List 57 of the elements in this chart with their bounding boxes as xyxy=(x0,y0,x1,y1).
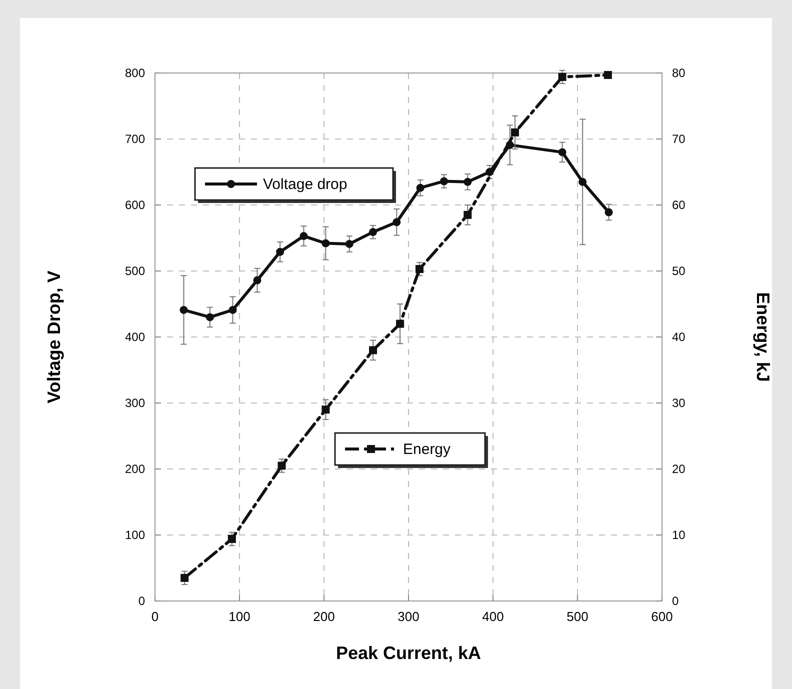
point xyxy=(464,210,472,219)
point xyxy=(206,313,214,322)
point xyxy=(510,128,519,136)
point xyxy=(180,306,188,314)
x-tick-label: 200 xyxy=(313,609,335,624)
y-tick-label: 400 xyxy=(124,330,146,344)
y2-tick-label: 10 xyxy=(672,528,686,542)
y2-tick-label: 20 xyxy=(672,462,686,476)
y-tick-label: 300 xyxy=(124,396,146,410)
x-tick-label: 0 xyxy=(151,609,159,624)
point xyxy=(369,228,378,236)
point xyxy=(392,218,401,226)
point xyxy=(416,184,424,192)
x-tick-label: 100 xyxy=(228,609,250,624)
x-axis-title: Peak Current, kA xyxy=(336,643,482,663)
point xyxy=(253,276,262,284)
y-tick-label: 0 xyxy=(138,594,146,608)
y2-tick-label: 50 xyxy=(672,264,686,278)
x-tick-label: 600 xyxy=(651,609,673,624)
point xyxy=(276,248,284,256)
x-tick-label: 500 xyxy=(566,609,588,624)
y2-tick-label: 40 xyxy=(672,330,686,344)
y-tick-label: 700 xyxy=(124,132,146,146)
point xyxy=(396,320,404,328)
y2-tick-label: 70 xyxy=(672,132,686,146)
point xyxy=(604,208,613,216)
y2-tick-label: 80 xyxy=(672,66,686,80)
point xyxy=(415,265,424,274)
point xyxy=(322,239,330,248)
legend-label: Voltage drop xyxy=(263,176,348,193)
y2-axis-title: Energy, kJ xyxy=(753,292,773,382)
y-tick-label: 100 xyxy=(124,528,146,542)
point xyxy=(278,462,286,470)
point xyxy=(578,178,587,186)
point xyxy=(228,534,236,543)
point xyxy=(322,406,330,414)
y-tick-label: 800 xyxy=(124,66,146,80)
point xyxy=(558,72,566,81)
x-tick-label: 300 xyxy=(398,609,420,624)
point xyxy=(369,346,378,354)
point xyxy=(228,306,237,314)
x-tick-label: 400 xyxy=(482,609,504,624)
point xyxy=(558,148,566,156)
legend-label: Energy xyxy=(403,441,452,458)
y-axis-title: Voltage Drop, V xyxy=(44,270,64,404)
y2-tick-label: 60 xyxy=(672,198,686,212)
point xyxy=(345,240,354,248)
point xyxy=(464,178,472,186)
y-tick-label: 600 xyxy=(124,198,146,212)
y-tick-label: 500 xyxy=(124,264,146,278)
y-tick-label: 200 xyxy=(124,462,146,476)
point xyxy=(180,574,189,582)
point xyxy=(300,232,308,240)
point xyxy=(440,177,448,186)
y2-tick-label: 30 xyxy=(672,396,686,410)
point xyxy=(604,70,612,79)
y2-tick-label: 0 xyxy=(672,594,679,608)
